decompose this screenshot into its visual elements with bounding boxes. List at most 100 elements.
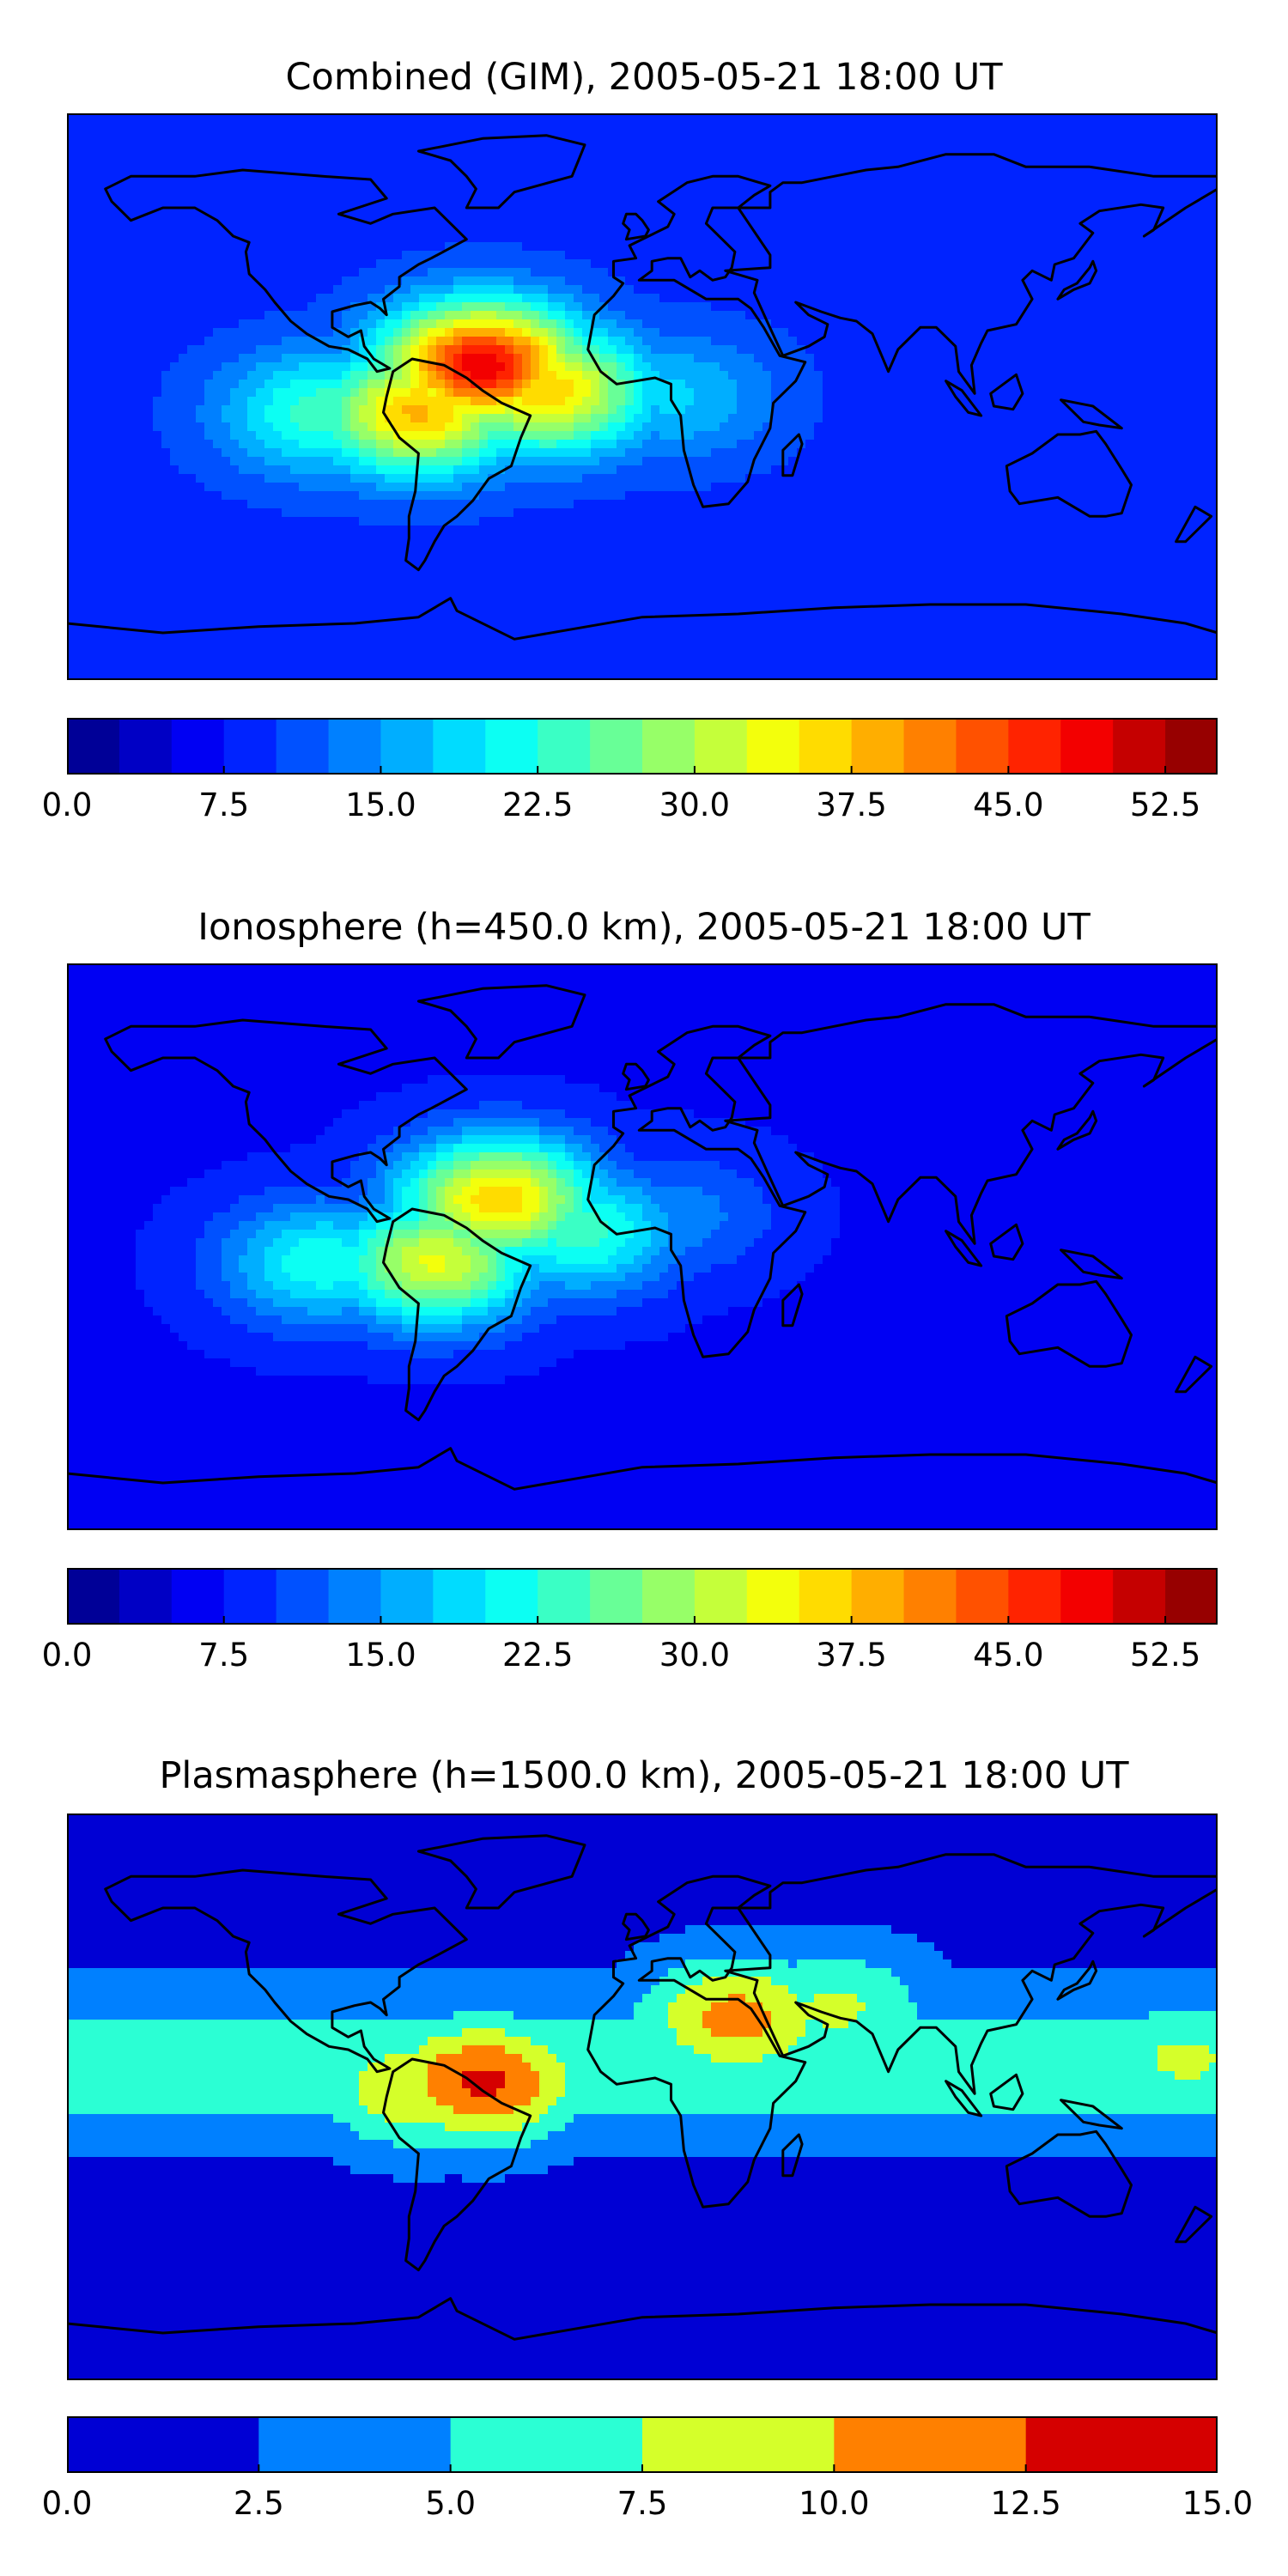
heatmap-cell	[951, 208, 961, 217]
heatmap-cell	[1046, 302, 1055, 312]
heatmap-cell	[1175, 113, 1184, 123]
heatmap-cell	[754, 285, 763, 295]
heatmap-cell	[1183, 173, 1193, 183]
heatmap-cell	[728, 345, 738, 355]
heatmap-cell	[762, 405, 772, 415]
heatmap-cell	[118, 173, 128, 183]
heatmap-cell	[539, 345, 549, 355]
heatmap-cell	[350, 354, 360, 363]
heatmap-cell	[659, 199, 669, 209]
heatmap-cell	[814, 173, 823, 183]
heatmap-cell	[488, 337, 497, 346]
heatmap-cell	[960, 380, 969, 389]
heatmap-cell	[144, 380, 154, 389]
heatmap-cell	[333, 199, 343, 209]
heatmap-cell	[496, 319, 506, 329]
heatmap-cell	[1106, 354, 1115, 363]
heatmap-cell	[368, 431, 377, 440]
heatmap-cell	[136, 276, 145, 286]
heatmap-cell	[1003, 113, 1012, 123]
heatmap-cell	[76, 328, 85, 337]
heatmap-cell	[608, 371, 617, 380]
heatmap-cell	[599, 388, 609, 398]
heatmap-cell	[436, 319, 446, 329]
heatmap-cell	[1012, 354, 1021, 363]
heatmap-cell	[565, 414, 574, 423]
heatmap-cell	[926, 345, 935, 355]
heatmap-cell	[488, 148, 497, 157]
heatmap-cell	[522, 251, 532, 260]
heatmap-cell	[445, 225, 454, 234]
heatmap-cell	[943, 225, 952, 234]
heatmap-cell	[436, 354, 446, 363]
heatmap-cell	[874, 302, 884, 312]
heatmap-cell	[222, 371, 231, 380]
heatmap-cell	[694, 182, 703, 191]
heatmap-cell	[1080, 337, 1090, 346]
heatmap-cell	[960, 414, 969, 423]
heatmap-cell	[505, 397, 514, 406]
heatmap-cell	[625, 113, 635, 123]
heatmap-cell	[574, 302, 583, 312]
heatmap-cell	[917, 337, 927, 346]
heatmap-cell	[342, 371, 351, 380]
heatmap-cell	[960, 268, 969, 277]
heatmap-cell	[385, 276, 394, 286]
heatmap-cell	[84, 182, 94, 191]
heatmap-cell	[273, 328, 283, 337]
heatmap-cell	[908, 251, 918, 260]
heatmap-cell	[161, 405, 171, 415]
heatmap-cell	[685, 345, 695, 355]
heatmap-cell	[771, 362, 781, 372]
heatmap-cell	[144, 328, 154, 337]
heatmap-cell	[908, 397, 918, 406]
heatmap-cell	[445, 113, 454, 123]
heatmap-cell	[694, 165, 703, 174]
heatmap-cell	[1200, 285, 1210, 295]
heatmap-cell	[479, 208, 489, 217]
heatmap-cell	[273, 337, 283, 346]
heatmap-cell	[702, 199, 712, 209]
heatmap-cell	[1140, 302, 1150, 312]
heatmap-cell	[900, 328, 909, 337]
heatmap-cell	[419, 122, 428, 131]
heatmap-cell	[831, 208, 841, 217]
heatmap-cell	[805, 156, 815, 166]
heatmap-cell	[410, 139, 420, 149]
heatmap-cell	[1200, 208, 1210, 217]
heatmap-cell	[196, 302, 205, 312]
heatmap-cell	[668, 216, 677, 226]
heatmap-cell	[668, 165, 677, 174]
heatmap-cell	[496, 345, 506, 355]
heatmap-cell	[161, 422, 171, 432]
heatmap-cell	[385, 156, 394, 166]
heatmap-cell	[754, 302, 763, 312]
heatmap-cell	[797, 165, 806, 174]
heatmap-cell	[943, 319, 952, 329]
heatmap-cell	[651, 328, 660, 337]
heatmap-cell	[582, 251, 592, 260]
heatmap-cell	[496, 302, 506, 312]
heatmap-cell	[1097, 285, 1107, 295]
heatmap-cell	[1200, 319, 1210, 329]
heatmap-cell	[977, 354, 987, 363]
heatmap-cell	[994, 191, 1004, 200]
heatmap-cell	[531, 362, 540, 372]
heatmap-cell	[419, 139, 428, 149]
heatmap-cell	[1012, 234, 1021, 243]
heatmap-cell	[634, 259, 643, 269]
heatmap-cell	[264, 371, 274, 380]
heatmap-cell	[1132, 113, 1141, 123]
heatmap-cell	[1157, 311, 1167, 320]
heatmap-cell	[496, 113, 506, 123]
heatmap-cell	[436, 294, 446, 303]
heatmap-cell	[93, 319, 102, 329]
heatmap-cell	[410, 131, 420, 140]
heatmap-cell	[513, 173, 523, 183]
heatmap-cell	[574, 380, 583, 389]
heatmap-cell	[101, 388, 111, 398]
heatmap-cell	[187, 405, 197, 415]
heatmap-cell	[823, 371, 832, 380]
heatmap-cell	[634, 328, 643, 337]
heatmap-cell	[934, 405, 944, 415]
